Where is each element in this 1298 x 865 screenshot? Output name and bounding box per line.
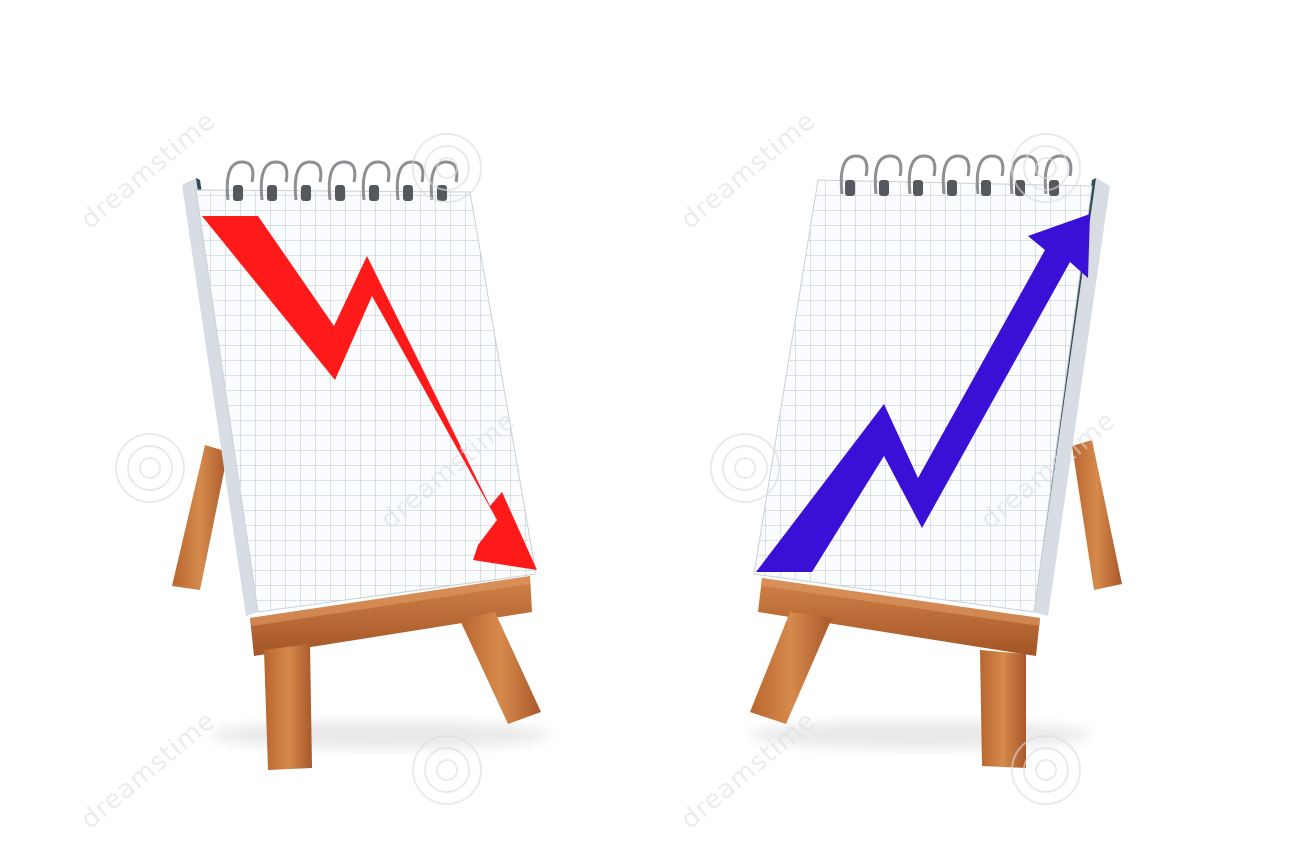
- spiral-logo-icon: [710, 433, 780, 503]
- left-easel-back-leg: [172, 445, 228, 590]
- right-easel-left-leg: [750, 612, 832, 724]
- spiral-logo-icon: [1011, 735, 1081, 805]
- left-easel-ledge-highlight: [250, 576, 530, 626]
- right-easel-ledge: [758, 578, 1040, 656]
- red-down-arrow: [202, 216, 537, 570]
- left-easel: [172, 160, 550, 770]
- left-easel-front-leg: [264, 644, 312, 770]
- watermark-text: dreamstime: [675, 706, 822, 836]
- spiral-logo-icon: [412, 133, 482, 203]
- left-spiral-binding: [225, 160, 459, 201]
- left-easel-ledge: [250, 576, 532, 656]
- right-spiral-holes: [845, 180, 1059, 196]
- right-easel-ledge-highlight: [762, 578, 1040, 626]
- spiral-logo-icon: [115, 433, 185, 503]
- right-notepad-edge: [1034, 178, 1110, 616]
- right-easel: [750, 154, 1122, 768]
- left-spiral-holes: [233, 185, 447, 201]
- blue-up-arrow: [756, 214, 1090, 572]
- left-notepad-edge: [182, 178, 258, 616]
- watermark-text: dreamstime: [675, 106, 822, 236]
- right-easel-front-leg: [980, 650, 1026, 768]
- left-shadow: [210, 721, 550, 749]
- right-easel-back-leg: [1072, 440, 1122, 590]
- spiral-logo-icon: [412, 735, 482, 805]
- watermark-text: dreamstime: [75, 706, 222, 836]
- left-easel-right-leg: [460, 612, 541, 724]
- spiral-logo-icon: [1011, 133, 1081, 203]
